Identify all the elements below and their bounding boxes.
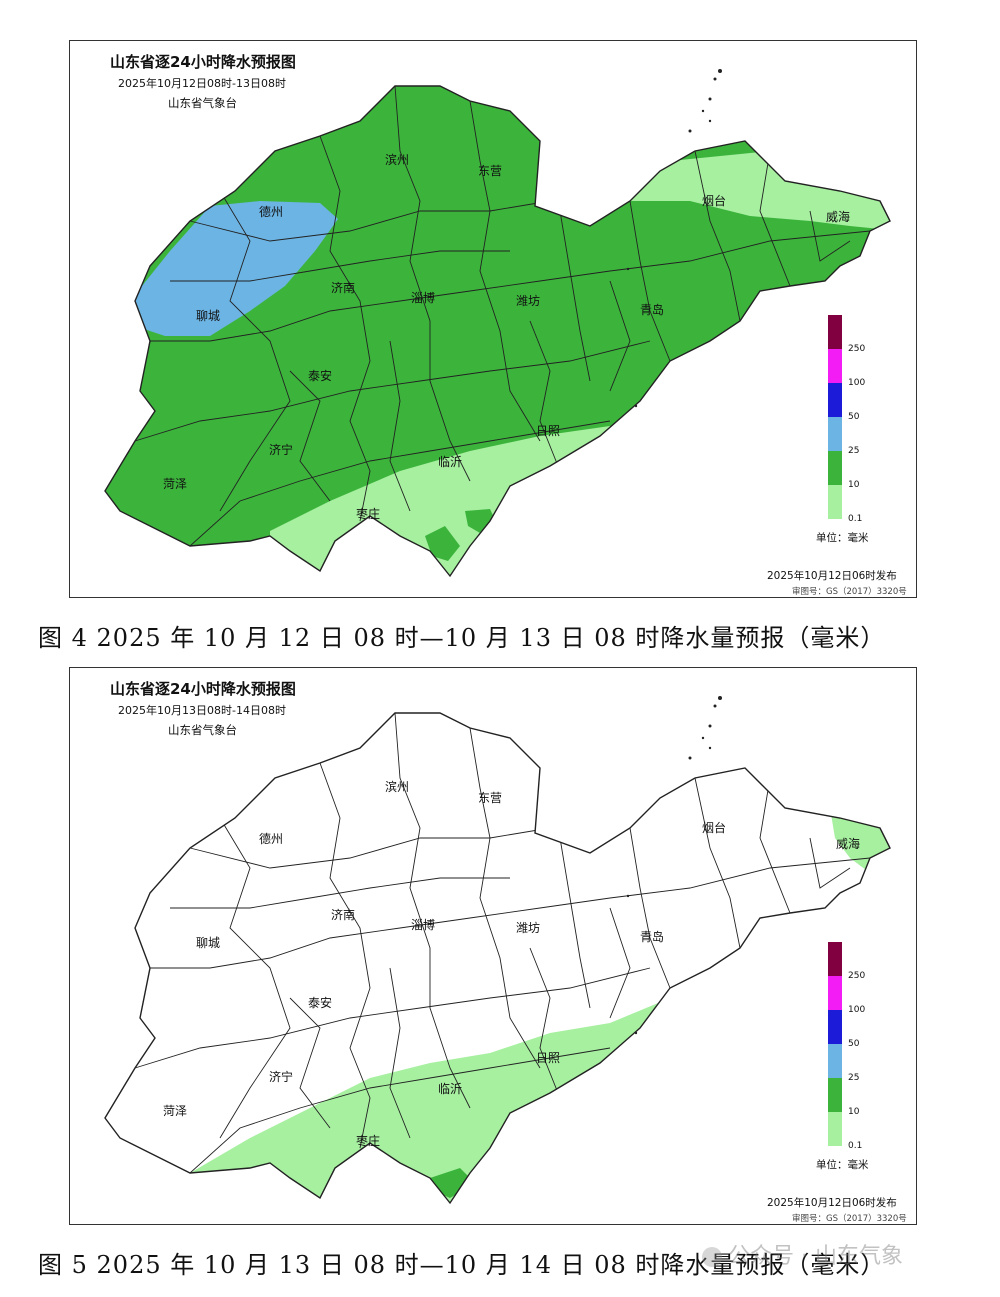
legend-label: 250 <box>848 344 866 354</box>
legend-label: 50 <box>848 412 860 422</box>
legend-swatch <box>828 1044 842 1078</box>
city-label: 青岛 <box>640 303 665 317</box>
city-label: 菏泽 <box>163 477 188 491</box>
wechat-icon <box>702 1247 722 1267</box>
city-label: 日照 <box>536 1051 561 1065</box>
city-label: 济南 <box>331 281 356 295</box>
precipitation-map-day2: 山东省逐24小时降水预报图 2025年10月13日08时-14日08时 山东省气… <box>69 667 917 1225</box>
map-agency: 山东省气象台 <box>168 96 237 110</box>
legend-swatch <box>828 383 842 417</box>
rain-zone-0-1-10-south <box>190 998 690 1203</box>
city-label: 泰安 <box>308 369 333 383</box>
city-label: 泰安 <box>308 996 333 1010</box>
admin-boundaries <box>134 86 871 547</box>
city-label: 潍坊 <box>516 294 541 308</box>
city-label: 烟台 <box>702 821 727 835</box>
figure-caption: 图 5 2025 年 10 月 13 日 08 时—10 月 14 日 08 时… <box>38 1251 886 1279</box>
city-label: 济宁 <box>269 443 294 457</box>
legend-label: 0.1 <box>848 1141 863 1151</box>
legend-label: 100 <box>848 1005 866 1015</box>
city-label: 潍坊 <box>516 921 541 935</box>
legend-label: 25 <box>848 446 860 456</box>
legend-swatch <box>828 942 842 976</box>
city-label: 青岛 <box>640 930 665 944</box>
legend-swatch <box>828 417 842 451</box>
legend-label: 50 <box>848 1039 860 1049</box>
precipitation-map-day1: 山东省逐24小时降水预报图 2025年10月12日08时-13日08时 山东省气… <box>69 40 917 598</box>
legend-swatch <box>828 485 842 519</box>
watermark-text: 公众号 · 山东气象 <box>728 1244 903 1269</box>
city-label: 烟台 <box>702 194 727 208</box>
legend-swatch <box>828 1078 842 1112</box>
city-label: 日照 <box>536 424 561 438</box>
legend-label: 100 <box>848 378 866 388</box>
city-label: 淄博 <box>411 918 436 932</box>
rain-zone-10-25-pocket <box>425 526 460 561</box>
map-agency: 山东省气象台 <box>168 723 237 737</box>
legend-swatch <box>828 1010 842 1044</box>
city-label: 淄博 <box>411 291 436 305</box>
city-label: 聊城 <box>196 936 221 950</box>
islands <box>626 69 722 408</box>
review-number: 审图号：GS（2017）3320号 <box>792 1214 907 1224</box>
islands <box>626 696 722 1035</box>
map-title: 山东省逐24小时降水预报图 <box>110 53 296 71</box>
issue-time: 2025年10月12日06时发布 <box>767 1197 897 1209</box>
city-label: 威海 <box>836 837 861 851</box>
legend-swatch <box>828 451 842 485</box>
review-number: 审图号：GS（2017）3320号 <box>792 587 907 597</box>
legend-label: 0.1 <box>848 514 863 524</box>
figure-caption: 图 4 2025 年 10 月 12 日 08 时—10 月 13 日 08 时… <box>38 624 886 652</box>
city-label: 聊城 <box>196 309 221 323</box>
issue-time: 2025年10月12日06时发布 <box>767 570 897 582</box>
city-label: 德州 <box>259 205 284 219</box>
city-label: 济南 <box>331 908 356 922</box>
map-subtitle: 2025年10月12日08时-13日08时 <box>118 77 286 90</box>
city-label: 德州 <box>259 832 284 846</box>
admin-boundaries <box>134 713 871 1174</box>
legend-swatch <box>828 349 842 383</box>
legend: 250 100 50 25 10 0.1 <box>828 315 916 545</box>
legend-label: 25 <box>848 1073 860 1083</box>
city-label: 枣庄 <box>356 507 381 521</box>
legend-label: 10 <box>848 480 860 490</box>
map-canvas <box>104 696 891 1204</box>
city-label: 济宁 <box>269 1070 294 1084</box>
city-label: 威海 <box>826 210 851 224</box>
city-label: 枣庄 <box>356 1134 381 1148</box>
city-label: 东营 <box>478 791 503 805</box>
city-label: 菏泽 <box>163 1104 188 1118</box>
legend-label: 250 <box>848 971 866 981</box>
map-title: 山东省逐24小时降水预报图 <box>110 680 296 698</box>
legend: 250 100 50 25 10 0.1 <box>828 942 916 1172</box>
city-label: 临沂 <box>438 1082 463 1096</box>
legend-label: 10 <box>848 1107 860 1117</box>
rain-zone-0-1-10-peninsula <box>610 151 890 231</box>
legend-swatch <box>828 1112 842 1146</box>
city-label: 滨州 <box>385 780 410 794</box>
rain-zone-10-25-pocket <box>430 1168 475 1198</box>
city-label: 滨州 <box>385 153 410 167</box>
legend-swatch <box>828 976 842 1010</box>
city-label: 东营 <box>478 164 503 178</box>
map-canvas <box>104 69 891 577</box>
map-subtitle: 2025年10月13日08时-14日08时 <box>118 704 286 717</box>
rain-zone-25-50 <box>130 201 338 336</box>
legend-swatch <box>828 315 842 349</box>
watermark: 公众号 · 山东气象 <box>702 1238 903 1270</box>
city-label: 临沂 <box>438 455 463 469</box>
unit-label: 单位：毫米 <box>816 1159 869 1171</box>
unit-label: 单位：毫米 <box>816 532 869 544</box>
